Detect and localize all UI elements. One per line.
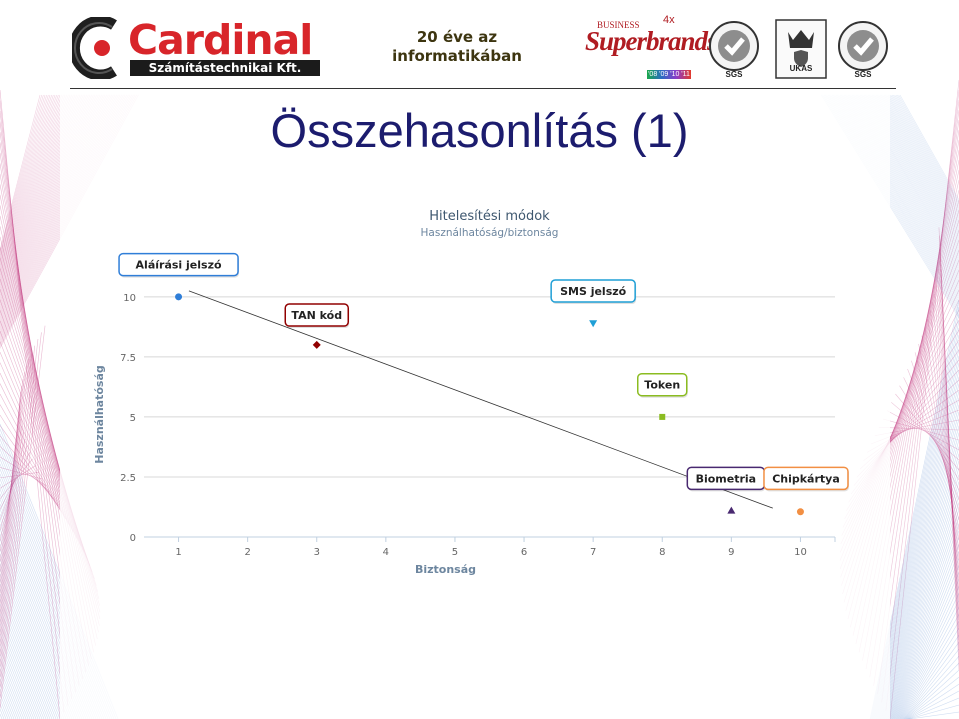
y-axis-label: Használhatóság <box>93 365 106 464</box>
chart-subtitle: Használhatóság/biztonság <box>421 227 559 239</box>
slide-header: Cardinal Számítástechnikai Kft. 20 éve a… <box>0 0 959 92</box>
crown-seal-icon <box>775 19 827 79</box>
data-point <box>312 340 321 349</box>
data-label: Token <box>644 379 680 392</box>
data-label: SMS jelszó <box>560 285 627 298</box>
company-subtitle: Számítástechnikai Kft. <box>130 60 320 76</box>
data-label: TAN kód <box>291 309 342 322</box>
tagline-line-2: informatikában <box>392 47 522 65</box>
y-tick-label: 7.5 <box>120 353 136 364</box>
data-label-box <box>637 372 688 397</box>
header-divider <box>70 88 896 89</box>
x-tick-label: 10 <box>794 547 807 558</box>
data-point <box>796 508 804 516</box>
cardinal-logo-icon <box>72 17 117 79</box>
x-tick-label: 1 <box>175 547 181 558</box>
chart-title: Hitelesítési módok <box>429 209 550 224</box>
cert-label: SGS <box>725 70 743 79</box>
scatter-chart: Hitelesítési módok Használhatóság/biztons… <box>93 209 849 576</box>
x-tick-label: 4 <box>383 547 389 558</box>
y-tick-label: 2.5 <box>120 473 136 484</box>
y-tick-label: 10 <box>123 293 136 304</box>
x-tick-label: 7 <box>590 547 596 558</box>
company-name: Cardinal <box>128 16 313 64</box>
data-point <box>589 320 598 328</box>
data-point <box>727 506 736 514</box>
superbrands-small-label: BUSINESS <box>597 20 640 30</box>
superbrands-multiplier: 4x <box>663 14 675 26</box>
data-label-box <box>118 252 239 277</box>
y-tick-label: 0 <box>130 533 136 544</box>
x-tick-label: 9 <box>728 547 734 558</box>
x-tick-label: 6 <box>521 547 527 558</box>
data-label-box <box>284 303 349 327</box>
cert-label: UKAS <box>789 64 813 73</box>
data-point <box>659 413 666 420</box>
data-label: Chipkártya <box>772 472 840 485</box>
cert-label: SGS <box>854 70 872 79</box>
check-seal-icon <box>838 21 888 71</box>
ukas-seal: UKAS <box>770 18 832 82</box>
sgs-9001-seal: SGS <box>832 18 894 82</box>
slide-title: Összehasonlítás (1) <box>270 104 689 157</box>
x-tick-label: 3 <box>314 547 320 558</box>
sgs-27001-seal: SGS <box>703 18 765 82</box>
y-tick-label: 5 <box>130 413 136 424</box>
data-label: Biometria <box>696 472 757 485</box>
x-axis-label: Biztonság <box>415 563 476 576</box>
data-label-box <box>550 279 636 303</box>
x-tick-label: 2 <box>244 547 250 558</box>
data-label: Aláírási jelszó <box>136 259 222 272</box>
data-label-box <box>763 466 849 491</box>
superbrands-wordmark: Superbrands <box>585 26 718 56</box>
x-tick-label: 5 <box>452 547 458 558</box>
data-point <box>175 293 183 301</box>
superbrands-logo: BUSINESS Superbrands 4x '08 '09 '10 '11 <box>585 14 718 82</box>
x-tick-label: 8 <box>659 547 665 558</box>
check-seal-icon <box>709 21 759 71</box>
superbrands-years: '08 '09 '10 '11 <box>647 70 691 79</box>
tagline: 20 éve az informatikában <box>372 28 542 66</box>
tagline-line-1: 20 éve az <box>416 28 498 46</box>
trend-line <box>188 290 773 509</box>
